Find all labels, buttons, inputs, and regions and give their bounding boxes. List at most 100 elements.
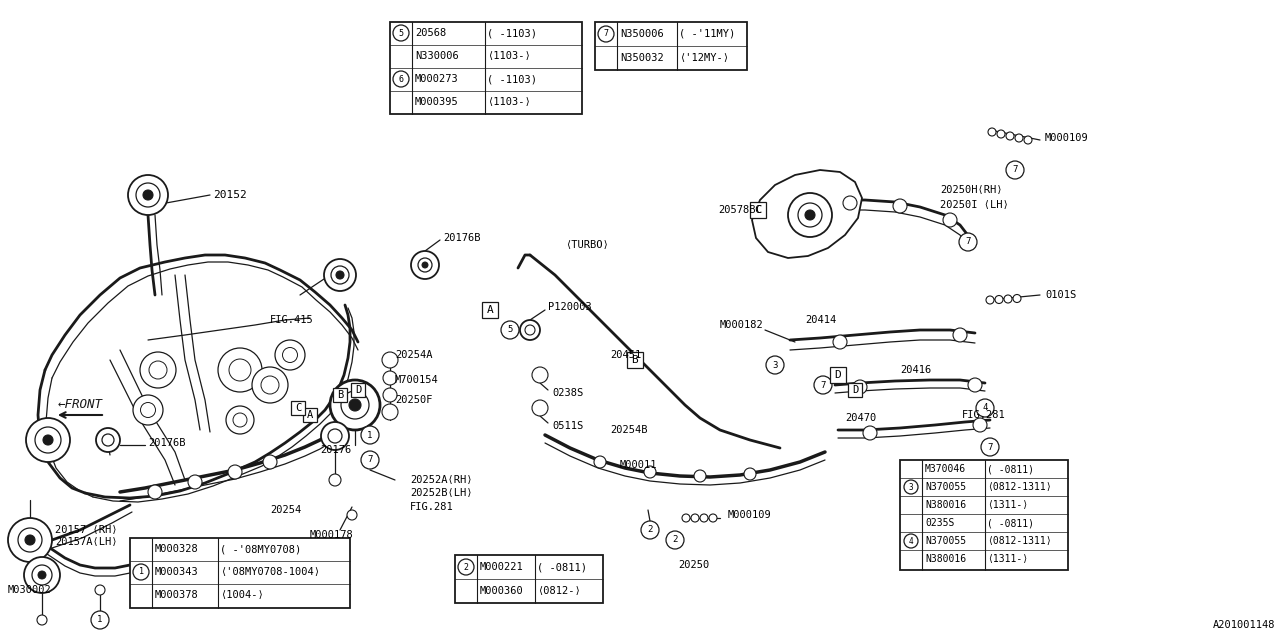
Circle shape — [283, 348, 297, 362]
Text: 20250H⟨RH⟩: 20250H⟨RH⟩ — [940, 185, 1002, 195]
Text: M000395: M000395 — [415, 97, 458, 107]
Text: 6: 6 — [398, 74, 403, 83]
Text: 1: 1 — [138, 568, 143, 577]
Circle shape — [1004, 295, 1012, 303]
Text: 20250F: 20250F — [396, 395, 433, 405]
Text: ⟨1004-⟩: ⟨1004-⟩ — [220, 590, 264, 600]
Circle shape — [1012, 294, 1021, 303]
Bar — [483, 302, 498, 318]
Circle shape — [814, 376, 832, 394]
Text: N380016: N380016 — [925, 500, 966, 510]
Text: ( -0811): ( -0811) — [987, 464, 1034, 474]
Circle shape — [8, 518, 52, 562]
Text: 20578B: 20578B — [718, 205, 755, 215]
Circle shape — [143, 190, 154, 200]
Text: N370055: N370055 — [925, 482, 966, 492]
Circle shape — [594, 456, 605, 468]
Bar — [333, 388, 347, 402]
Text: 20157A⟨LH⟩: 20157A⟨LH⟩ — [55, 537, 118, 547]
Text: 20176B: 20176B — [443, 233, 480, 243]
Circle shape — [458, 559, 474, 575]
Text: A: A — [307, 410, 314, 420]
Circle shape — [347, 510, 357, 520]
Text: ( -0811): ( -0811) — [538, 562, 588, 572]
Circle shape — [959, 233, 977, 251]
Text: 1: 1 — [97, 616, 102, 625]
Text: C: C — [755, 205, 762, 215]
Text: 1: 1 — [367, 431, 372, 440]
Bar — [454, 555, 603, 603]
Circle shape — [691, 514, 699, 522]
Circle shape — [700, 514, 708, 522]
Text: C: C — [755, 205, 762, 215]
Circle shape — [37, 615, 47, 625]
Circle shape — [904, 480, 918, 494]
Circle shape — [411, 251, 439, 279]
Circle shape — [18, 528, 42, 552]
Text: ( -0811): ( -0811) — [987, 518, 1034, 528]
Circle shape — [1015, 134, 1023, 142]
Text: ←FRONT: ←FRONT — [58, 399, 102, 412]
Text: 2: 2 — [648, 525, 653, 534]
Circle shape — [102, 434, 114, 446]
Text: 0101S: 0101S — [1044, 290, 1076, 300]
Circle shape — [694, 470, 707, 482]
Circle shape — [419, 258, 433, 272]
Text: 0238S: 0238S — [552, 388, 584, 398]
Bar — [751, 203, 765, 217]
Text: FIG.281: FIG.281 — [410, 502, 453, 512]
Circle shape — [229, 359, 251, 381]
Text: M000343: M000343 — [155, 567, 198, 577]
Circle shape — [904, 534, 918, 548]
Circle shape — [26, 535, 35, 545]
Circle shape — [148, 485, 163, 499]
Text: M000378: M000378 — [155, 590, 198, 600]
Text: ( -'11MY): ( -'11MY) — [678, 29, 735, 39]
Text: 20414: 20414 — [805, 315, 836, 325]
Circle shape — [954, 328, 966, 342]
Circle shape — [44, 435, 52, 445]
Circle shape — [321, 422, 349, 450]
Text: 20252B⟨LH⟩: 20252B⟨LH⟩ — [410, 488, 472, 498]
Text: 3: 3 — [772, 360, 778, 369]
Circle shape — [744, 468, 756, 480]
Text: ⟨TURBO⟩: ⟨TURBO⟩ — [564, 240, 609, 250]
Circle shape — [96, 428, 120, 452]
Circle shape — [136, 183, 160, 207]
Circle shape — [218, 348, 262, 392]
Circle shape — [32, 565, 52, 585]
Circle shape — [95, 585, 105, 595]
Circle shape — [520, 320, 540, 340]
Text: 7: 7 — [603, 29, 608, 38]
Text: N380016: N380016 — [925, 554, 966, 564]
Circle shape — [986, 296, 995, 304]
Text: N330006: N330006 — [415, 51, 458, 61]
Text: ( -'08MY0708): ( -'08MY0708) — [220, 544, 301, 554]
Circle shape — [361, 451, 379, 469]
Circle shape — [943, 213, 957, 227]
Text: 20176B: 20176B — [148, 438, 186, 448]
Text: ( -1103): ( -1103) — [486, 28, 538, 38]
Circle shape — [644, 466, 657, 478]
Text: A201001148: A201001148 — [1212, 620, 1275, 630]
Text: ⟨1103-⟩: ⟨1103-⟩ — [486, 51, 531, 61]
Text: 20250I ⟨LH⟩: 20250I ⟨LH⟩ — [940, 200, 1009, 210]
Circle shape — [1006, 132, 1014, 140]
Circle shape — [797, 203, 822, 227]
Text: 7: 7 — [965, 237, 970, 246]
Circle shape — [332, 266, 349, 284]
Circle shape — [261, 376, 279, 394]
Circle shape — [26, 418, 70, 462]
Circle shape — [709, 514, 717, 522]
Circle shape — [233, 413, 247, 427]
Text: N350006: N350006 — [620, 29, 664, 39]
Circle shape — [381, 352, 398, 368]
Text: C: C — [294, 403, 301, 413]
Circle shape — [393, 25, 410, 41]
Text: ⟨1103-⟩: ⟨1103-⟩ — [486, 97, 531, 107]
Text: M370046: M370046 — [925, 464, 966, 474]
Text: ⟨'12MY-⟩: ⟨'12MY-⟩ — [678, 53, 730, 63]
Circle shape — [228, 465, 242, 479]
Circle shape — [381, 404, 398, 420]
Circle shape — [1024, 136, 1032, 144]
